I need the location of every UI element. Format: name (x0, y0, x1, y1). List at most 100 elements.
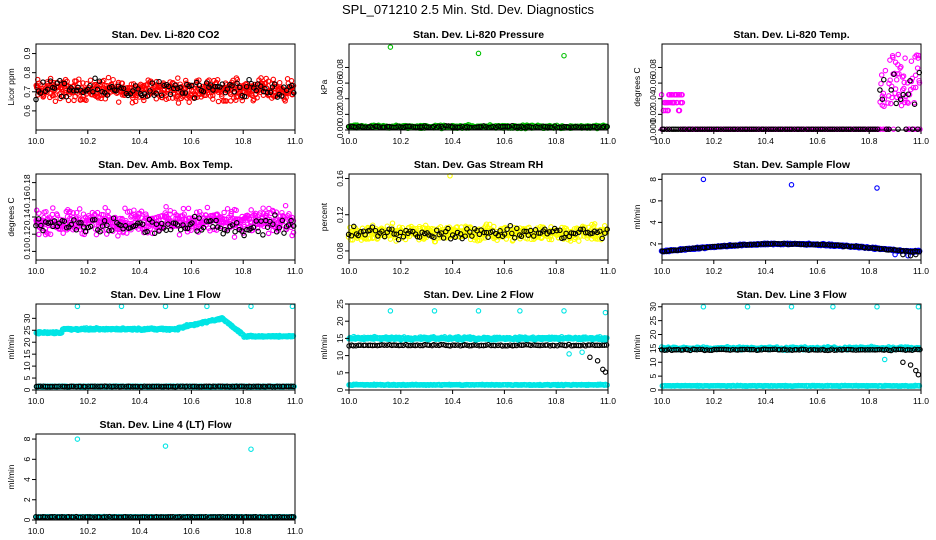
data-point (376, 124, 382, 130)
data-point (881, 76, 887, 83)
data-point (893, 100, 899, 107)
data-point (105, 74, 112, 81)
data-point (105, 208, 111, 215)
x-tick-label: 10.4 (131, 266, 148, 276)
x-tick-label: 10.8 (861, 266, 878, 276)
data-point (156, 78, 162, 85)
data-point (92, 75, 98, 82)
data-point (234, 80, 240, 87)
y-axis-label: Licor ppm (6, 68, 16, 105)
data-point (191, 95, 198, 101)
data-point (214, 77, 221, 83)
x-tick-label: 10.4 (131, 136, 148, 146)
x-tick-label: 10.8 (235, 396, 252, 406)
data-point (215, 98, 222, 105)
data-point (193, 79, 200, 86)
x-tick-label: 10.6 (809, 266, 826, 276)
data-point (892, 86, 899, 92)
x-tick-label: 10.0 (28, 266, 45, 276)
x-tick-label: 10.2 (80, 266, 97, 276)
data-point (506, 123, 513, 130)
y-axis-label: ml/min (6, 334, 16, 359)
data-point (52, 98, 59, 105)
data-point (253, 87, 259, 94)
y-tick-label: 6 (648, 198, 658, 203)
data-point (196, 82, 203, 89)
chart-panel: Stan. Dev. Li-820 Temp.10.0 10.2 10.4 10.6 1… (632, 29, 929, 146)
data-point (229, 82, 235, 89)
data-point (265, 230, 272, 237)
data-point (267, 89, 274, 96)
data-point (177, 226, 184, 233)
data-point (189, 82, 195, 89)
data-point (248, 207, 254, 213)
data-point (878, 80, 884, 87)
data-point (118, 85, 124, 91)
y-axis-label: degrees C (6, 197, 16, 236)
plot-frame (661, 43, 922, 131)
y-tick-label: 2 (648, 241, 658, 246)
data-point (60, 230, 66, 236)
x-tick-label: 11.0 (600, 266, 616, 276)
data-point (175, 75, 181, 81)
data-point (180, 205, 187, 212)
data-point (278, 93, 285, 99)
data-point (878, 72, 885, 78)
data-point (405, 123, 411, 129)
data-point (221, 209, 227, 216)
y-tick-label: 0.12 (335, 206, 345, 223)
x-tick-label: 10.6 (496, 266, 513, 276)
x-tick-label: 11.0 (287, 266, 303, 276)
y-tick-label: 0.6 (22, 105, 32, 117)
data-point (147, 88, 153, 94)
data-point (179, 90, 186, 96)
chart-title: Stan. Dev. Gas Stream RH (414, 159, 543, 171)
data-point (601, 123, 607, 130)
data-point (407, 123, 413, 130)
data-point (289, 303, 296, 310)
data-point (158, 92, 165, 98)
y-tick-label: 0.00 (335, 121, 345, 138)
data-point (271, 81, 278, 87)
data-point (888, 100, 894, 107)
plot-frame (35, 303, 296, 391)
data-point (483, 124, 489, 130)
y-tick-label: 0.08 (648, 59, 658, 76)
data-point (258, 75, 264, 81)
x-tick-label: 10.4 (131, 396, 148, 406)
x-tick-label: 10.4 (757, 136, 774, 146)
y-tick-label: 0.08 (335, 242, 345, 259)
data-point (246, 91, 252, 97)
data-point (254, 94, 260, 101)
y-tick-label: 0.02 (335, 106, 345, 123)
data-point (585, 124, 591, 130)
data-point (874, 185, 880, 191)
data-point (47, 231, 54, 238)
x-tick-label: 10.8 (861, 136, 878, 146)
x-tick-label: 10.0 (341, 136, 358, 146)
x-tick-label: 10.8 (235, 266, 252, 276)
x-tick-label: 10.2 (393, 266, 410, 276)
x-tick-label: 10.2 (706, 136, 723, 146)
y-tick-label: 0.04 (335, 90, 345, 107)
data-point (44, 86, 51, 93)
data-point (90, 89, 96, 95)
data-point (96, 78, 103, 84)
data-point (475, 50, 482, 57)
data-point (210, 96, 216, 102)
data-point (288, 82, 295, 89)
data-point (37, 90, 44, 96)
x-tick-label: 10.0 (341, 266, 358, 276)
chart-title: Stan. Dev. Sample Flow (733, 159, 851, 171)
data-point (443, 123, 449, 129)
data-point (283, 87, 290, 94)
data-point (276, 79, 283, 86)
data-point (80, 89, 86, 96)
y-tick-label: 25 (22, 325, 32, 335)
data-point (902, 55, 908, 61)
x-tick-label: 10.2 (706, 266, 723, 276)
